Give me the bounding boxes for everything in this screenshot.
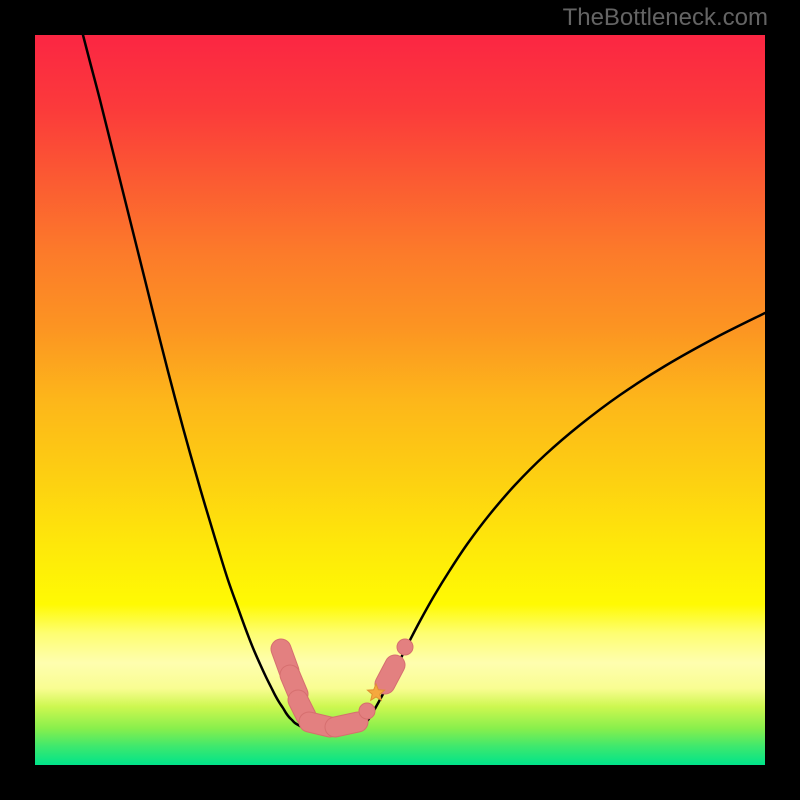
chart-svg (35, 35, 765, 765)
marker-dot (397, 639, 413, 655)
watermark-text: TheBottleneck.com (563, 4, 768, 32)
marker-dot (359, 703, 375, 719)
plot-area (35, 35, 765, 765)
chart-frame: TheBottleneck.com (0, 0, 800, 800)
curve-left (83, 35, 306, 729)
curve-right (359, 313, 765, 729)
